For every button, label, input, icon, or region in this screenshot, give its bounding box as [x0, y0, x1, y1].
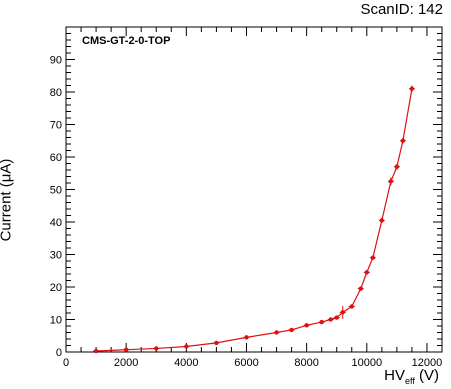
x-axis-label-main: HV — [384, 367, 405, 384]
data-point — [364, 270, 369, 275]
data-point — [394, 164, 400, 169]
y-tick-label: 80 — [50, 87, 62, 99]
x-tick-label: 0 — [63, 357, 69, 369]
y-tick-label: 20 — [50, 282, 62, 294]
data-point — [274, 330, 279, 335]
x-axis-label-unit: (V) — [414, 367, 439, 384]
data-point — [358, 286, 363, 291]
data-point — [334, 315, 339, 320]
x-axis-ticks: 0 2000 4000 6000 8000 10000 12000 — [63, 27, 443, 369]
y-tick-label: 30 — [50, 250, 62, 262]
data-point — [340, 310, 345, 315]
x-tick-label: 6000 — [234, 357, 258, 369]
scan-id-label: ScanID: 142 — [360, 1, 443, 18]
y-axis-label: Current (μA) — [0, 158, 15, 242]
series-group — [93, 85, 415, 354]
data-point — [304, 323, 309, 328]
data-point — [379, 218, 385, 223]
plot-frame — [65, 26, 443, 353]
data-point — [184, 344, 189, 349]
y-axis-ticks: 0 10 20 30 40 50 60 70 80 90 — [50, 26, 442, 359]
series-label: CMS-GT-2-0-TOP — [82, 35, 171, 47]
data-point — [123, 347, 129, 352]
y-tick-label: 50 — [50, 185, 62, 197]
data-point — [409, 86, 415, 91]
y-tick-label: 0 — [56, 347, 62, 359]
x-tick-label: 2000 — [114, 357, 138, 369]
data-point — [400, 138, 406, 143]
y-tick-label: 40 — [50, 217, 62, 229]
data-point — [370, 255, 376, 260]
data-point — [328, 317, 333, 322]
x-tick-label: 4000 — [174, 357, 198, 369]
data-point — [214, 340, 219, 346]
data-point — [319, 319, 324, 325]
series-line — [96, 88, 413, 352]
y-tick-label: 90 — [50, 55, 62, 67]
y-tick-label: 60 — [50, 152, 62, 164]
data-point — [244, 335, 249, 340]
y-tick-label: 10 — [50, 315, 62, 327]
data-point — [154, 346, 159, 351]
x-tick-label: 12000 — [412, 357, 443, 369]
data-point — [349, 304, 354, 309]
x-tick-label: 10000 — [352, 357, 383, 369]
y-tick-label: 70 — [50, 120, 62, 132]
data-point — [388, 179, 394, 184]
x-axis-label: HVeff (V) — [384, 367, 439, 386]
data-point — [93, 348, 99, 354]
x-axis-label-sub: eff — [404, 376, 415, 386]
data-point — [289, 327, 294, 333]
x-tick-label: 8000 — [294, 357, 318, 369]
